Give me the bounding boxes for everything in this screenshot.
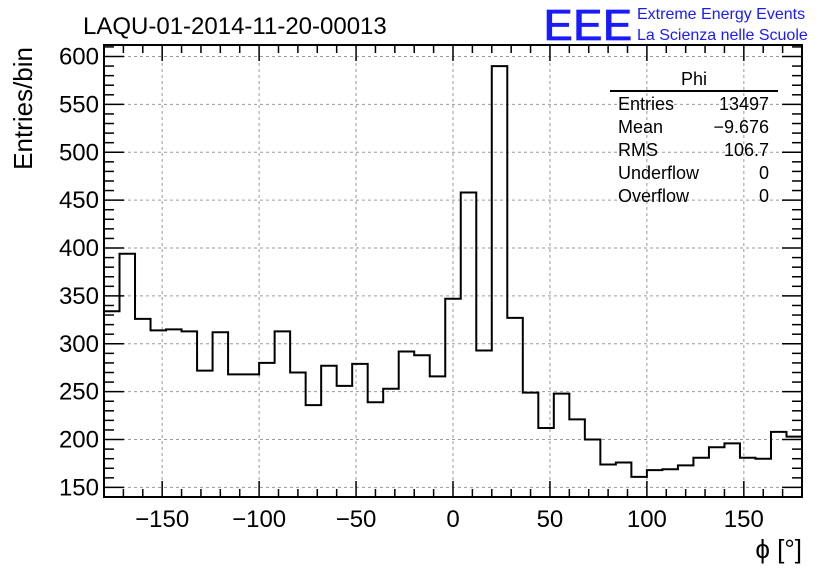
y-tick-label: 350 xyxy=(59,283,99,310)
stats-row-label: RMS xyxy=(618,140,658,160)
chart-title: LAQU-01-2014-11-20-00013 xyxy=(83,13,387,40)
eee-logo-letters: EEE xyxy=(543,0,632,51)
x-tick-label: −50 xyxy=(336,506,377,533)
y-tick-label: 550 xyxy=(59,91,99,118)
stats-row-label: Underflow xyxy=(618,163,700,183)
y-tick-label: 200 xyxy=(59,427,99,454)
y-tick-label: 500 xyxy=(59,139,99,166)
x-tick-label: −100 xyxy=(232,506,286,533)
y-tick-label: 150 xyxy=(59,474,99,501)
y-axis-label: Entries/bin xyxy=(8,47,38,170)
stats-row-value: −9.676 xyxy=(713,117,769,137)
y-tick-label: 450 xyxy=(59,187,99,214)
stats-row-label: Mean xyxy=(618,117,663,137)
stats-box: Phi Entries 13497 Mean −9.676 RMS 106.7 Underf… xyxy=(610,69,778,206)
y-tick-label: 600 xyxy=(59,43,99,70)
x-tick-label: −150 xyxy=(135,506,189,533)
x-tick-label: 0 xyxy=(446,506,459,533)
grid-lines xyxy=(104,45,802,497)
eee-logo-line2: La Scienza nelle Scuole xyxy=(637,27,808,44)
stats-row-value: 13497 xyxy=(719,94,769,114)
x-tick-label: 50 xyxy=(537,506,564,533)
y-tick-label: 250 xyxy=(59,379,99,406)
y-tick-label: 300 xyxy=(59,331,99,358)
x-tick-label: 100 xyxy=(627,506,667,533)
stats-row-value: 0 xyxy=(759,163,769,183)
stats-row-label: Overflow xyxy=(618,186,690,206)
stats-row-label: Entries xyxy=(618,94,674,114)
x-tick-label: 150 xyxy=(724,506,764,533)
y-tick-label: 400 xyxy=(59,235,99,262)
eee-logo: EEE Extreme Energy Events La Scienza nel… xyxy=(542,0,808,52)
stats-row-value: 0 xyxy=(759,186,769,206)
histogram-step-line xyxy=(104,65,803,478)
eee-logo-line1: Extreme Energy Events xyxy=(637,6,805,23)
stats-box-title: Phi xyxy=(681,69,707,89)
axis-ticks xyxy=(103,45,803,497)
stats-row-value: 106.7 xyxy=(724,140,769,160)
x-axis-label: ϕ [°] xyxy=(755,534,802,564)
tick-labels: −150 −100 −50 0 50 100 150 150 200 250 300 350 400 45… xyxy=(59,43,764,533)
